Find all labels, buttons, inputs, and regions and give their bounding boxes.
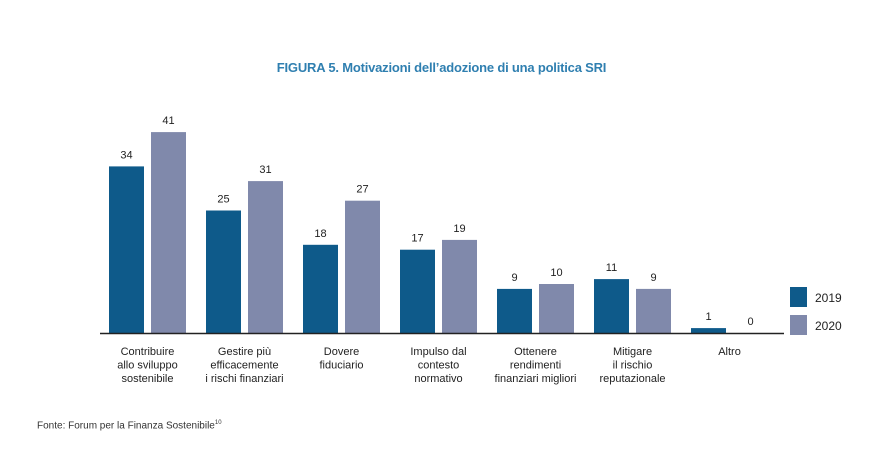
category-label-line: Impulso dal: [410, 346, 466, 358]
chart-title: FIGURA 5. Motivazioni dell’adozione di u…: [276, 60, 607, 75]
value-label-2020-4: 10: [550, 267, 562, 279]
legend-label-2020: 2020: [815, 319, 842, 333]
source-footnote: 10: [214, 420, 222, 426]
category-label-line: allo sviluppo: [117, 360, 178, 372]
category-label-line: contesto: [418, 360, 460, 372]
bar-2019-0: [109, 166, 144, 333]
category-label-3: Impulso dal contesto normativo: [410, 346, 466, 385]
category-label-0: Contribuire allo sviluppo sostenibile: [117, 346, 178, 385]
source-text: Fonte: Forum per la Finanza Sostenibile: [37, 420, 215, 432]
category-label-line: Gestire più: [218, 346, 271, 358]
category-label-5: Mitigare il rischio reputazionale: [599, 346, 665, 385]
category-label-line: sostenibile: [122, 373, 174, 385]
bar-2020-2: [345, 200, 380, 333]
bar-2020-3: [442, 239, 477, 333]
category-label-4: Ottenere rendimenti finanziari migliori: [495, 346, 577, 385]
category-label-line: i rischi finanziari: [205, 373, 283, 385]
category-label-line: Ottenere: [514, 346, 557, 358]
category-label-line: Altro: [718, 346, 741, 358]
bar-2019-5: [594, 279, 629, 333]
bar-2020-0: [151, 132, 186, 333]
bar-2020-1: [248, 181, 283, 333]
category-label-6: Altro: [718, 346, 741, 358]
value-label-2020-0: 41: [162, 115, 174, 127]
category-label-line: finanziari migliori: [495, 373, 577, 385]
value-label-2019-4: 9: [511, 272, 517, 284]
category-label-line: Contribuire: [121, 346, 175, 358]
value-label-2019-0: 34: [120, 149, 132, 161]
category-label-line: Mitigare: [613, 346, 652, 358]
value-label-2020-5: 9: [650, 272, 656, 284]
category-label-2: Dovere fiduciario: [319, 346, 363, 372]
bar-2019-2: [303, 244, 338, 333]
bar-2019-3: [400, 249, 435, 333]
value-label-2019-6: 1: [705, 311, 711, 323]
category-label-line: fiduciario: [319, 360, 363, 372]
bar-2019-4: [497, 288, 532, 333]
category-label-1: Gestire più efficacemente i rischi finanzi…: [205, 346, 283, 385]
category-label-line: reputazionale: [599, 373, 665, 385]
value-label-2019-1: 25: [217, 194, 229, 206]
value-label-2019-2: 18: [314, 228, 326, 240]
bar-2019-1: [206, 210, 241, 333]
source-note: Fonte: Forum per la Finanza Sostenibile1…: [37, 420, 222, 431]
category-label-line: Dovere: [324, 346, 359, 358]
value-label-2020-3: 19: [453, 223, 465, 235]
bar-2019-6: [691, 328, 726, 333]
value-label-2019-5: 11: [606, 262, 617, 274]
legend-swatch-2019: [790, 287, 807, 307]
bar-2020-5: [636, 288, 671, 333]
category-label-line: efficacemente: [210, 360, 278, 372]
value-label-2020-2: 27: [356, 184, 368, 196]
category-label-line: normativo: [414, 373, 462, 385]
legend-label-2019: 2019: [815, 291, 842, 305]
category-label-line: rendimenti: [510, 360, 561, 372]
value-label-2020-1: 31: [259, 164, 271, 176]
value-label-2019-3: 17: [411, 233, 423, 245]
category-label-line: il rischio: [613, 360, 653, 372]
bar-2020-4: [539, 284, 574, 333]
value-label-2020-6: 0: [747, 316, 753, 328]
legend-swatch-2020: [790, 315, 807, 335]
